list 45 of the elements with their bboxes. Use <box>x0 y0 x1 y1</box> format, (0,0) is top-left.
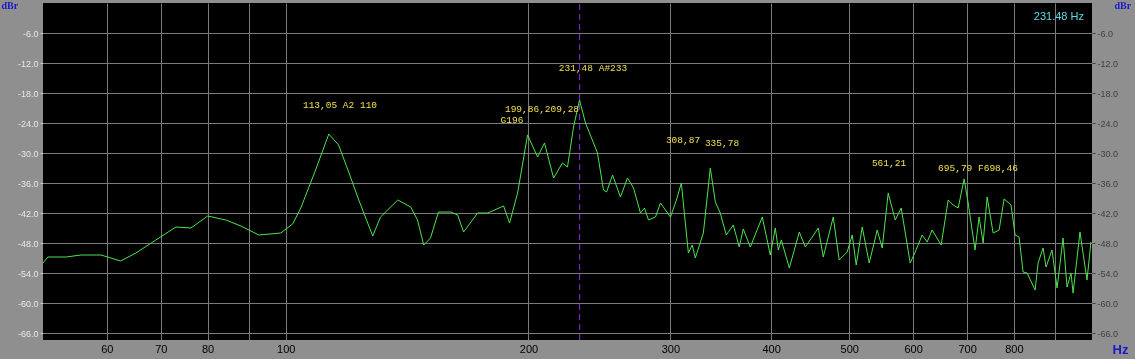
y2-tick-label: -48.0 <box>1097 238 1119 249</box>
annotation: 308,87 <box>665 135 701 146</box>
y2-tick-label: -24.0 <box>1097 118 1119 129</box>
x-tick-label: 500 <box>840 342 859 355</box>
y2-tick-label: -54.0 <box>1097 268 1119 279</box>
x-tick-label: 60 <box>101 342 114 355</box>
y2-tick-label: -36.0 <box>1097 178 1119 189</box>
annotation: 231,48 A#233 <box>558 63 628 74</box>
y-tick-label: -24.0 <box>17 118 39 129</box>
y2-tick-label: -66.0 <box>1097 328 1119 339</box>
y-tick-label: -12.0 <box>17 58 39 69</box>
x-tick-label: 70 <box>155 342 168 355</box>
x-tick-label: 200 <box>519 342 539 355</box>
y2-tick-label: -18.0 <box>1097 88 1119 99</box>
annotation: 113,05 A2 110 <box>302 100 378 111</box>
y2-tick-label: -60.0 <box>1097 298 1119 309</box>
x-tick-label: 800 <box>1005 342 1024 355</box>
y2-tick-label: -6.0 <box>1097 28 1114 39</box>
y-tick-label: -54.0 <box>17 268 39 279</box>
y-tick-label: -48.0 <box>17 238 39 249</box>
y-tick-label: -36.0 <box>17 178 39 189</box>
y-tick-label: -66.0 <box>17 328 39 339</box>
x-tick-label: 400 <box>762 342 781 355</box>
y2-tick-label: -42.0 <box>1097 208 1119 219</box>
annotation: 199,86,209,28 <box>504 104 580 115</box>
y-tick-label: -18.0 <box>17 88 39 99</box>
y-tick-label: -6.0 <box>22 28 39 39</box>
y2-tick-label: -30.0 <box>1097 148 1119 159</box>
annotation: 335,78 <box>704 138 740 149</box>
x-tick-label: 100 <box>277 342 296 355</box>
y-axis-title: dBr <box>1 0 19 11</box>
annotation: 561,21 <box>871 158 907 169</box>
y-tick-label: -30.0 <box>17 148 39 159</box>
x-tick-label: 80 <box>201 342 215 355</box>
annotation: 231.48 Hz <box>1033 10 1084 22</box>
x-axis-title: Hz <box>1112 341 1129 357</box>
y-tick-label: -42.0 <box>17 208 39 219</box>
annotation: 695,79 F698,46 <box>938 163 1019 174</box>
x-tick-label: 300 <box>661 342 681 355</box>
y2-tick-label: -12.0 <box>1097 58 1119 69</box>
y-tick-label: -60.0 <box>17 298 39 309</box>
x-tick-label: 700 <box>958 342 977 355</box>
x-tick-label: 600 <box>904 342 923 355</box>
y2-axis-title: dBr <box>1114 0 1132 11</box>
annotation: G196 <box>500 115 524 126</box>
